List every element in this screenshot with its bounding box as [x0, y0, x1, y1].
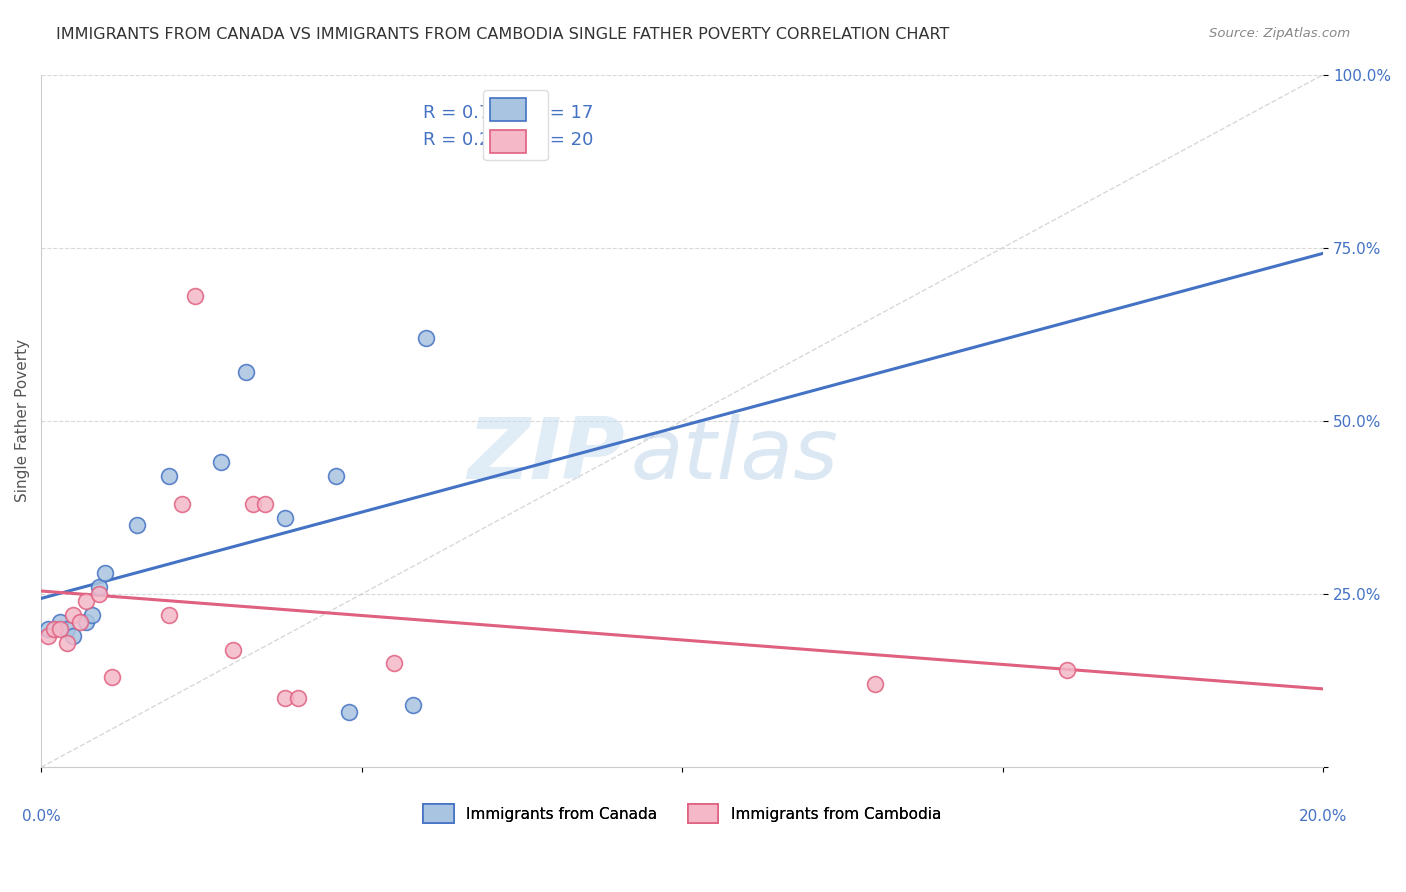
- Point: [863, 677, 886, 691]
- Text: atlas: atlas: [631, 414, 839, 497]
- Point: [100, 670, 122, 684]
- Point: [37, 629, 59, 643]
- Point: [382, 657, 405, 671]
- Point: [62, 629, 84, 643]
- Point: [172, 497, 194, 511]
- Point: [87, 580, 110, 594]
- Point: [127, 517, 149, 532]
- Text: 0.0%: 0.0%: [21, 809, 60, 824]
- Text: IMMIGRANTS FROM CANADA VS IMMIGRANTS FROM CAMBODIA SINGLE FATHER POVERTY CORRELA: IMMIGRANTS FROM CANADA VS IMMIGRANTS FRO…: [56, 27, 949, 42]
- Point: [94, 566, 117, 581]
- Text: R = 0.720   N = 17: R = 0.720 N = 17: [423, 103, 593, 121]
- Point: [82, 607, 104, 622]
- Point: [75, 615, 97, 629]
- Point: [415, 331, 437, 345]
- Point: [69, 615, 91, 629]
- Point: [157, 469, 180, 483]
- Point: [42, 622, 65, 636]
- Text: ZIP: ZIP: [467, 414, 624, 497]
- Point: [55, 622, 77, 636]
- Point: [242, 497, 264, 511]
- Point: [209, 455, 232, 469]
- Legend: Immigrants from Canada, Immigrants from Cambodia: Immigrants from Canada, Immigrants from …: [418, 798, 948, 829]
- Point: [1056, 663, 1078, 677]
- Point: [75, 594, 97, 608]
- Point: [337, 705, 360, 719]
- Point: [287, 691, 309, 706]
- Text: R = 0.298   N = 20: R = 0.298 N = 20: [423, 131, 593, 149]
- Point: [157, 607, 180, 622]
- Point: [274, 511, 297, 525]
- Point: [325, 469, 347, 483]
- Point: [235, 365, 257, 379]
- Point: [62, 607, 84, 622]
- Point: [87, 587, 110, 601]
- Point: [55, 635, 77, 649]
- Y-axis label: Single Father Poverty: Single Father Poverty: [15, 339, 30, 502]
- Point: [49, 615, 72, 629]
- Text: Source: ZipAtlas.com: Source: ZipAtlas.com: [1209, 27, 1350, 40]
- Point: [254, 497, 277, 511]
- Point: [37, 622, 59, 636]
- Point: [184, 289, 207, 303]
- Point: [49, 622, 72, 636]
- Point: [274, 691, 297, 706]
- Point: [222, 642, 245, 657]
- Point: [402, 698, 425, 712]
- Text: 20.0%: 20.0%: [1299, 809, 1347, 824]
